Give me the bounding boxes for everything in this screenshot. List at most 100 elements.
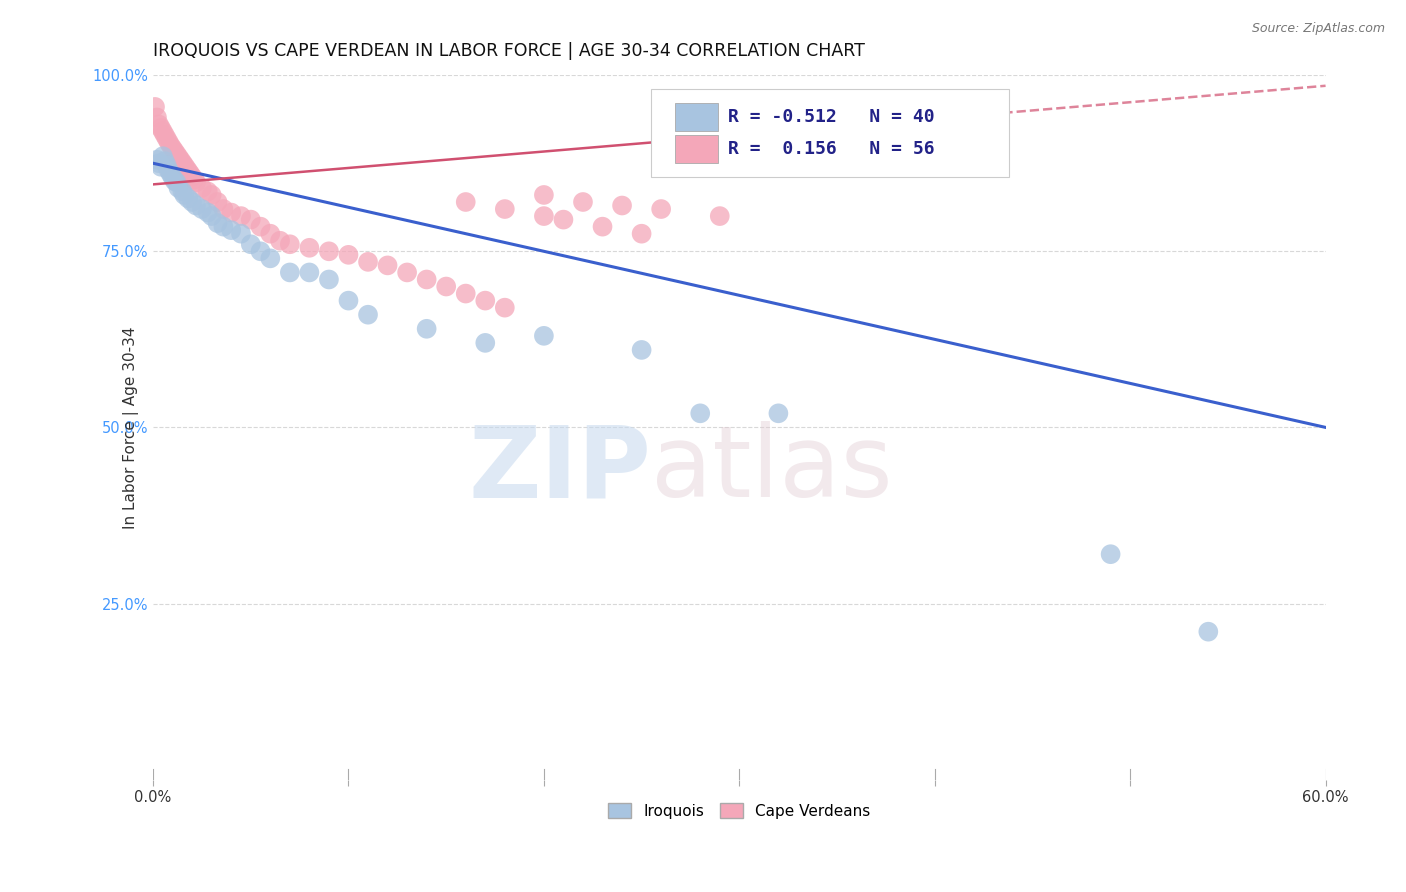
Text: ZIP: ZIP	[468, 421, 651, 518]
Point	[148, 118, 170, 132]
Point	[143, 100, 166, 114]
Point	[249, 219, 271, 234]
Text: atlas: atlas	[651, 421, 893, 518]
Point	[259, 252, 281, 266]
Point	[184, 175, 207, 189]
Point	[169, 153, 191, 167]
Point	[768, 406, 790, 420]
Point	[156, 131, 179, 145]
Point	[474, 335, 496, 350]
Point	[298, 241, 321, 255]
Point	[207, 194, 229, 209]
Point	[177, 164, 200, 178]
Point	[146, 153, 169, 167]
Point	[172, 185, 194, 199]
Point	[197, 185, 219, 199]
Point	[157, 163, 180, 178]
Point	[163, 174, 186, 188]
Point	[239, 237, 262, 252]
Point	[212, 202, 235, 216]
Y-axis label: In Labor Force | Age 30-34: In Labor Force | Age 30-34	[124, 326, 139, 529]
FancyBboxPatch shape	[675, 135, 718, 163]
Point	[172, 155, 194, 169]
Point	[173, 158, 195, 172]
Point	[357, 255, 380, 269]
Point	[173, 188, 195, 202]
Point	[278, 237, 301, 252]
Point	[1197, 624, 1219, 639]
Point	[167, 181, 190, 195]
Point	[269, 234, 291, 248]
Point	[610, 198, 633, 212]
Point	[184, 198, 207, 212]
Point	[148, 156, 170, 170]
Point	[572, 194, 595, 209]
FancyBboxPatch shape	[675, 103, 718, 131]
Point	[298, 265, 321, 279]
Point	[183, 172, 205, 186]
Point	[219, 205, 242, 219]
Point	[159, 167, 181, 181]
Point	[533, 209, 555, 223]
Text: IROQUOIS VS CAPE VERDEAN IN LABOR FORCE | AGE 30-34 CORRELATION CHART: IROQUOIS VS CAPE VERDEAN IN LABOR FORCE …	[153, 42, 865, 60]
Point	[1099, 547, 1122, 561]
Point	[650, 202, 672, 216]
Point	[337, 293, 360, 308]
Point	[229, 209, 252, 223]
Point	[494, 202, 516, 216]
Text: R = -0.512   N = 40: R = -0.512 N = 40	[727, 108, 934, 126]
Legend: Iroquois, Cape Verdeans: Iroquois, Cape Verdeans	[602, 797, 876, 825]
Point	[219, 223, 242, 237]
Point	[191, 181, 214, 195]
Point	[357, 308, 380, 322]
Point	[149, 121, 172, 136]
Point	[318, 272, 340, 286]
Point	[396, 265, 419, 279]
Point	[533, 328, 555, 343]
Point	[179, 167, 201, 181]
Point	[162, 170, 184, 185]
Point	[162, 141, 184, 155]
Point	[166, 175, 188, 189]
Point	[533, 188, 555, 202]
Point	[157, 135, 180, 149]
Point	[229, 227, 252, 241]
Point	[249, 244, 271, 259]
Point	[149, 160, 172, 174]
Point	[181, 194, 204, 209]
Text: Source: ZipAtlas.com: Source: ZipAtlas.com	[1251, 22, 1385, 36]
Point	[163, 145, 186, 159]
Point	[201, 188, 224, 202]
Point	[415, 272, 437, 286]
Point	[167, 150, 190, 164]
Point	[146, 111, 169, 125]
Point	[259, 227, 281, 241]
Point	[278, 265, 301, 279]
Point	[153, 154, 176, 169]
Point	[166, 147, 188, 161]
Point	[337, 248, 360, 262]
FancyBboxPatch shape	[651, 89, 1010, 178]
Point	[454, 194, 477, 209]
Text: R =  0.156   N = 56: R = 0.156 N = 56	[727, 140, 934, 158]
Point	[153, 128, 176, 142]
Point	[454, 286, 477, 301]
Point	[152, 124, 174, 138]
Point	[152, 149, 174, 163]
Point	[553, 212, 575, 227]
Point	[494, 301, 516, 315]
Point	[177, 192, 200, 206]
Point	[159, 138, 181, 153]
Point	[689, 406, 711, 420]
Point	[709, 209, 731, 223]
Point	[207, 216, 229, 230]
Point	[191, 202, 214, 216]
Point	[174, 161, 197, 176]
Point	[474, 293, 496, 308]
Point	[197, 205, 219, 219]
Point	[377, 259, 399, 273]
Point	[181, 169, 204, 184]
Point	[415, 322, 437, 336]
Point	[212, 219, 235, 234]
Point	[630, 227, 652, 241]
